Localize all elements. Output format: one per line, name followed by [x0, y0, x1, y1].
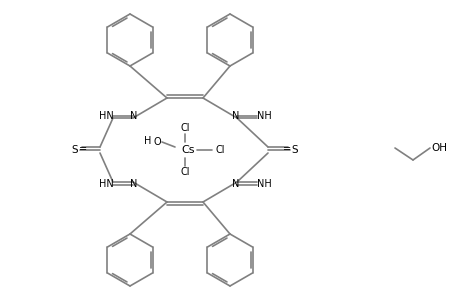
Text: N: N	[232, 179, 239, 189]
Text: OH: OH	[430, 143, 446, 153]
Text: Cl: Cl	[180, 167, 190, 177]
Text: H: H	[144, 136, 151, 146]
Text: Cs: Cs	[181, 145, 194, 155]
Text: N: N	[232, 111, 239, 121]
Text: S: S	[291, 145, 298, 155]
Text: Cl: Cl	[180, 123, 190, 133]
Text: HN: HN	[98, 179, 113, 189]
Text: NH: NH	[256, 111, 271, 121]
Text: HN: HN	[98, 111, 113, 121]
Text: N: N	[130, 111, 137, 121]
Text: =: =	[282, 144, 291, 154]
Text: =: =	[79, 144, 87, 154]
Text: N: N	[130, 179, 137, 189]
Text: Cl: Cl	[215, 145, 224, 155]
Text: S: S	[72, 145, 78, 155]
Text: O: O	[153, 137, 161, 147]
Text: NH: NH	[256, 179, 271, 189]
